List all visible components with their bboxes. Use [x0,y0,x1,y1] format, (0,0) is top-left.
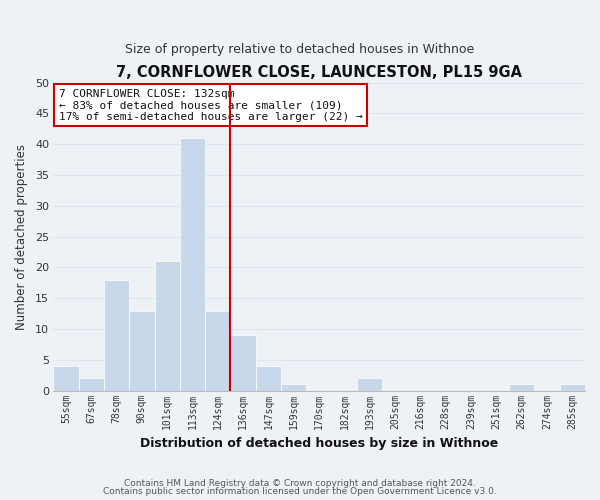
Text: 7 CORNFLOWER CLOSE: 132sqm
← 83% of detached houses are smaller (109)
17% of sem: 7 CORNFLOWER CLOSE: 132sqm ← 83% of deta… [59,88,362,122]
Bar [357,378,382,390]
Bar [104,280,129,390]
Bar [129,310,155,390]
Text: Contains public sector information licensed under the Open Government Licence v3: Contains public sector information licen… [103,487,497,496]
Bar [509,384,535,390]
Title: 7, CORNFLOWER CLOSE, LAUNCESTON, PL15 9GA: 7, CORNFLOWER CLOSE, LAUNCESTON, PL15 9G… [116,65,522,80]
Bar [281,384,307,390]
Bar [53,366,79,390]
Bar [230,335,256,390]
Bar [155,261,180,390]
Y-axis label: Number of detached properties: Number of detached properties [15,144,28,330]
Bar [256,366,281,390]
X-axis label: Distribution of detached houses by size in Withnoe: Distribution of detached houses by size … [140,437,498,450]
Text: Contains HM Land Registry data © Crown copyright and database right 2024.: Contains HM Land Registry data © Crown c… [124,478,476,488]
Text: Size of property relative to detached houses in Withnoe: Size of property relative to detached ho… [125,42,475,56]
Bar [205,310,230,390]
Bar [560,384,585,390]
Bar [79,378,104,390]
Bar [180,138,205,390]
